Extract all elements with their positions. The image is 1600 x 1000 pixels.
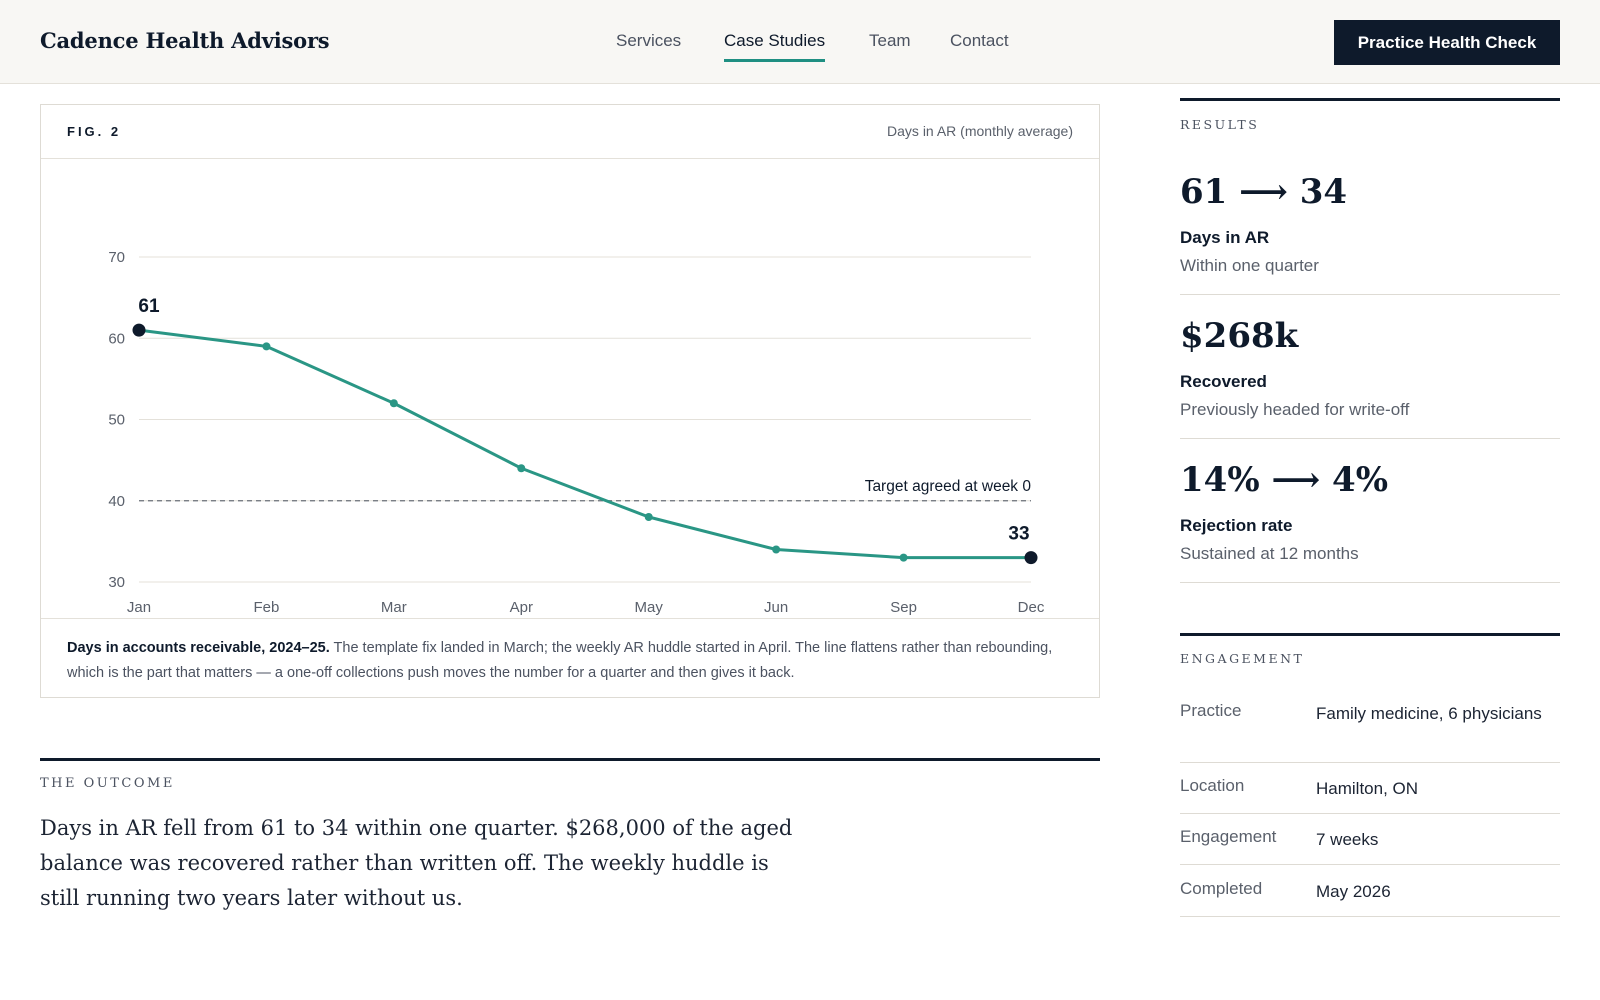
outcome-text: Days in AR fell from 61 to 34 within one… [40,816,793,910]
engagement-row-completed: Completed May 2026 [1180,879,1560,917]
y-tick-label: 40 [108,493,125,510]
y-tick-label: 30 [108,574,125,591]
engagement-key: Location [1180,776,1245,795]
stat-value: $268k [1180,316,1299,356]
x-tick-label: Mar [381,599,407,616]
stat-sub: Previously headed for write-off [1180,400,1410,419]
data-label: 61 [138,296,160,317]
nav-team[interactable]: Team [869,31,911,50]
practice-health-check-button[interactable]: Practice Health Check [1334,20,1560,65]
x-tick-label: Jun [764,599,788,616]
results-label: RESULTS [1180,117,1260,132]
data-point [899,553,908,562]
figure-label: FIG. 2 [67,124,122,139]
data-point [262,342,271,351]
engagement-row-location: Location Hamilton, ON [1180,776,1560,814]
stat-label: Rejection rate [1180,516,1293,535]
data-point [644,513,653,521]
x-tick-label: Sep [890,599,917,616]
outcome-divider [40,758,1100,761]
nav-services[interactable]: Services [616,31,682,50]
results-divider [1180,98,1560,101]
outcome-label: THE OUTCOME [40,776,175,791]
stat-value: 14% ⟶ 4% [1180,460,1389,500]
caption-title: Days in accounts receivable, 2024–25. [67,640,330,656]
y-tick-label: 50 [108,412,125,429]
stat-sub: Sustained at 12 months [1180,544,1359,563]
data-point [1024,551,1038,565]
x-tick-label: May [635,599,664,616]
engagement-value: 7 weeks [1316,830,1379,849]
y-tick-label: 60 [108,330,125,347]
stat-sub: Within one quarter [1180,256,1319,275]
x-tick-label: Feb [253,599,279,616]
data-label: 33 [1008,524,1029,545]
x-tick-label: Dec [1018,599,1045,616]
figure-header: FIG. 2 Days in AR (monthly average) [41,105,1099,159]
engagement-value: May 2026 [1316,882,1391,901]
engagement-key: Engagement [1180,827,1277,846]
engagement-value: Family medicine, 6 physicians [1316,704,1542,723]
stat-label: Recovered [1180,372,1267,391]
engagement-value: Hamilton, ON [1316,779,1419,798]
x-tick-label: Apr [510,599,533,616]
caption-text: The template fix landed in March; the we… [67,640,1053,681]
data-point [132,323,146,337]
data-point [389,399,398,408]
figure-subtitle: Days in AR (monthly average) [887,123,1073,139]
y-tick-label: 70 [108,249,125,266]
target-line-label: Target agreed at week 0 [865,478,1032,495]
engagement-key: Practice [1180,701,1242,720]
x-tick-label: Jan [127,599,151,616]
engagement-divider [1180,633,1560,636]
stat-days-in-ar: 61 ⟶ 34 Days in AR Within one quarter [1180,172,1560,295]
series-line [138,328,1031,560]
data-point [517,464,526,473]
engagement-label: ENGAGEMENT [1180,651,1305,666]
nav-case-studies[interactable]: Case Studies [724,31,826,62]
stat-rejection-rate: 14% ⟶ 4% Rejection rate Sustained at 12 … [1180,460,1560,583]
engagement-row-duration: Engagement 7 weeks [1180,827,1560,865]
site-header: Cadence Health Advisors Services Case St… [0,0,1600,84]
stat-recovered: $268k Recovered Previously headed for wr… [1180,316,1560,439]
figure-card: FIG. 2 Days in AR (monthly average) 70 60… [40,104,1100,698]
figure-caption: Days in accounts receivable, 2024–25. Th… [41,618,1099,697]
stat-value: 61 ⟶ 34 [1180,172,1348,212]
engagement-row-practice: Practice Family medicine, 6 physicians [1180,701,1560,763]
stat-label: Days in AR [1180,228,1270,247]
data-point [772,545,781,554]
brand-logo[interactable]: Cadence Health Advisors [40,28,330,53]
engagement-key: Completed [1180,879,1263,898]
nav-contact[interactable]: Contact [950,31,1009,50]
